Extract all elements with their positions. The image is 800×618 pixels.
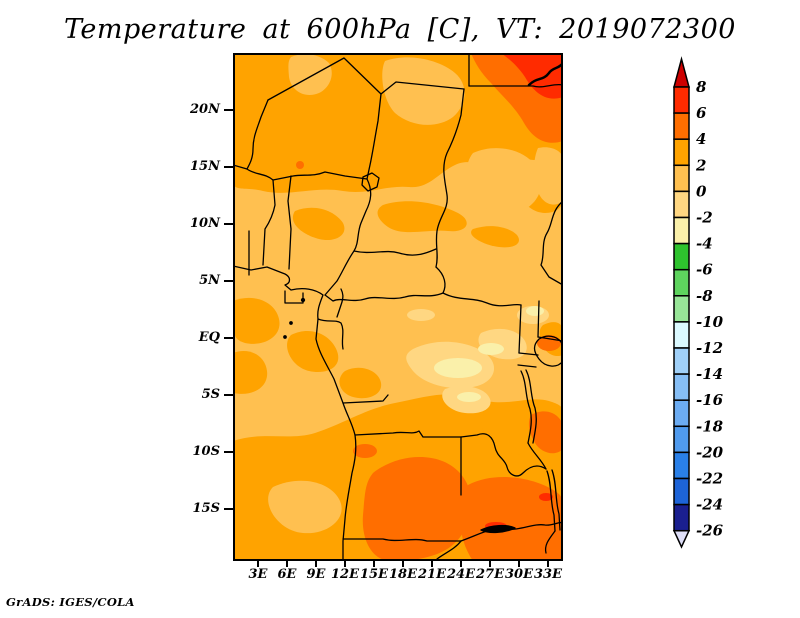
lon-tick-label: 21E xyxy=(414,567,450,582)
lat-tick xyxy=(224,451,233,453)
lat-tick xyxy=(224,394,233,396)
colorbar-cell xyxy=(674,296,689,322)
lat-tick xyxy=(224,337,233,339)
temperature-colorbar: 8 6 4 2 0 -2 -4 -6 -8 -10 -12 -14 -16 -18 -20 -22 -24 -26 xyxy=(664,50,800,560)
colorbar-cell xyxy=(674,270,689,296)
lon-tick xyxy=(286,561,288,567)
lon-tick-label: 9E xyxy=(298,567,334,582)
lat-tick xyxy=(224,508,233,510)
colorbar-tick-label: -18 xyxy=(696,417,724,435)
colorbar-tick-label: -20 xyxy=(696,443,724,461)
colorbar-tick-label: -8 xyxy=(696,287,713,305)
colorbar-cell xyxy=(674,505,689,531)
lon-tick xyxy=(344,561,346,567)
colorbar-cell xyxy=(674,87,689,113)
colorbar-cell xyxy=(674,322,689,348)
colorbar-arrow-bottom xyxy=(674,531,689,547)
lon-tick-label: 12E xyxy=(327,567,363,582)
lon-tick-label: 24E xyxy=(443,567,479,582)
colorbar-tick-label: -10 xyxy=(696,313,724,331)
lon-tick-label: 27E xyxy=(472,567,508,582)
colorbar-tick-label: -2 xyxy=(696,209,713,227)
lon-tick-label: 18E xyxy=(385,567,421,582)
lat-tick xyxy=(224,223,233,225)
lat-tick-label: 20N xyxy=(172,102,220,118)
island xyxy=(302,299,305,302)
lon-tick xyxy=(402,561,404,567)
lon-tick xyxy=(518,561,520,567)
lon-tick xyxy=(547,561,549,567)
lon-tick-label: 15E xyxy=(356,567,392,582)
colorbar-tick-label: 0 xyxy=(696,182,707,200)
island xyxy=(290,322,292,324)
colorbar-arrow-top xyxy=(674,59,689,87)
colorbar-cell xyxy=(674,113,689,139)
lat-tick xyxy=(224,166,233,168)
grads-credit: GrADS: IGES/COLA xyxy=(6,595,135,609)
island xyxy=(284,336,286,338)
lon-tick-label: 33E xyxy=(530,567,566,582)
colorbar-tick-label: -6 xyxy=(696,261,713,279)
colorbar-tick-label: -14 xyxy=(696,365,723,383)
grads-plot-page: Temperature at 600hPa [C], VT: 201907230… xyxy=(0,0,800,618)
lon-tick xyxy=(431,561,433,567)
lat-tick-label: 5N xyxy=(172,273,220,289)
colorbar-cell xyxy=(674,374,689,400)
colorbar-tick-label: 4 xyxy=(696,130,706,148)
lon-tick xyxy=(373,561,375,567)
lat-tick-label: EQ xyxy=(172,330,220,346)
lat-tick-label: 10S xyxy=(172,444,220,460)
lat-tick-label: 15N xyxy=(172,159,220,175)
colorbar-cell xyxy=(674,244,689,270)
lon-tick-label: 3E xyxy=(240,567,276,582)
lon-tick xyxy=(460,561,462,567)
lat-tick xyxy=(224,280,233,282)
colorbar-cell xyxy=(674,348,689,374)
lon-tick xyxy=(257,561,259,567)
colorbar-tick-label: -16 xyxy=(696,391,724,409)
plot-title: Temperature at 600hPa [C], VT: 201907230… xyxy=(0,14,800,45)
colorbar-cell xyxy=(674,139,689,165)
colorbar-tick-label: 6 xyxy=(696,104,707,122)
lat-tick xyxy=(224,109,233,111)
colorbar-tick-label: -26 xyxy=(696,522,724,540)
lat-tick-label: 10N xyxy=(172,216,220,232)
colorbar-tick-label: 2 xyxy=(695,156,706,174)
lat-tick-label: 5S xyxy=(172,387,220,403)
colorbar-tick-label: -4 xyxy=(696,235,713,253)
lon-tick xyxy=(489,561,491,567)
colorbar-cell xyxy=(674,165,689,191)
lon-tick xyxy=(315,561,317,567)
colorbar-tick-label: -12 xyxy=(696,339,723,357)
lon-tick-label: 30E xyxy=(501,567,537,582)
lon-tick-label: 6E xyxy=(269,567,305,582)
colorbar-cell xyxy=(674,426,689,452)
colorbar-cell xyxy=(674,452,689,478)
colorbar-cell xyxy=(674,191,689,217)
africa-temperature-map xyxy=(233,53,563,561)
colorbar-cell xyxy=(674,479,689,505)
colorbar-cell xyxy=(674,218,689,244)
colorbar-tick-label: -24 xyxy=(696,496,723,514)
colorbar-tick-label: -22 xyxy=(696,470,723,488)
lat-tick-label: 15S xyxy=(172,501,220,517)
colorbar-tick-label: 8 xyxy=(696,78,707,96)
colorbar-cell xyxy=(674,400,689,426)
